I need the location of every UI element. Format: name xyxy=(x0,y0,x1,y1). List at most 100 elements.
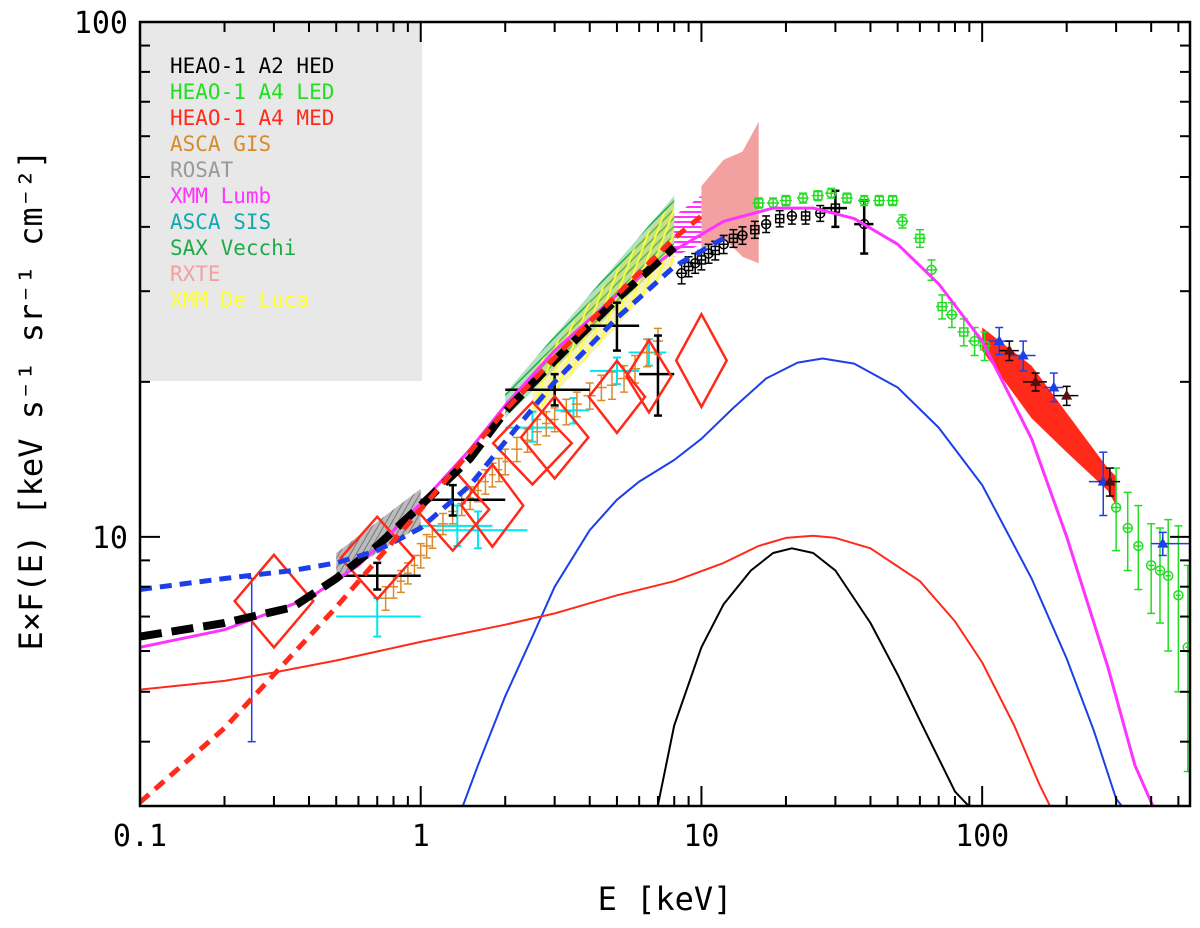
gold-asca-gis-point-16 xyxy=(501,448,510,476)
open-squares-green-3 xyxy=(842,193,852,203)
y-tick-label-1: 100 xyxy=(74,6,128,41)
open-circles-black-2 xyxy=(703,248,714,259)
x-tick-label-1: 1 xyxy=(412,819,430,854)
gold-asca-gis-point-21 xyxy=(550,407,559,433)
open-circles-green-6 xyxy=(946,309,958,320)
heao-1-a2-hed-points-point-9 xyxy=(750,220,759,240)
y-tick-label-0: 10 xyxy=(92,521,128,556)
series-black-component xyxy=(656,547,971,806)
open-squares-black-1 xyxy=(696,255,707,265)
open-circles-black-0 xyxy=(676,268,687,279)
open-squares-black-3 xyxy=(728,233,739,244)
gold-asca-gis-point-17 xyxy=(511,436,523,463)
gold-asca-gis-point-6 xyxy=(421,533,432,559)
black-crosses-point-0 xyxy=(336,561,421,591)
black-crosses-point-3 xyxy=(589,301,640,352)
open-circles-green-12 xyxy=(1154,565,1166,576)
open-squares-black-4 xyxy=(750,224,760,235)
open-squares-black-6 xyxy=(800,211,811,221)
band-rxte xyxy=(701,121,759,264)
blue-low-energy-bar-point-0 xyxy=(247,577,256,743)
red-diamond-7 xyxy=(624,337,673,415)
legend-entry-0: HEAO-1 A2 HED xyxy=(170,54,334,78)
legend-entry-5: XMM Lumb xyxy=(170,184,271,208)
open-circles-green-14 xyxy=(1173,590,1184,601)
plot-area xyxy=(140,121,1190,806)
y-axis-label: E×F(E) [keV s⁻¹ sr⁻¹ cm⁻²] xyxy=(12,150,50,651)
filled-triangles-dark-0 xyxy=(1003,344,1015,355)
heao-1-a2-hed-points-point-12 xyxy=(787,207,796,225)
open-circles-green-10 xyxy=(1133,540,1144,552)
x-axis-label: E [keV] xyxy=(598,880,733,918)
red-diamond-0 xyxy=(232,552,315,650)
heao-1-a4-led-green-point-19 xyxy=(1123,491,1132,572)
x-tick-label-0: 0.1 xyxy=(113,819,167,854)
plot-frame xyxy=(138,20,1192,808)
open-circles-green-5 xyxy=(926,264,937,276)
open-circles-green-13 xyxy=(1162,570,1174,582)
heao-1-a4-led-green-point-24 xyxy=(1174,525,1183,693)
filled-triangles-dark-3 xyxy=(1104,475,1116,486)
red-diamond-1 xyxy=(339,514,416,601)
open-circles-green-3 xyxy=(858,195,870,206)
legend-entry-7: SAX Vecchi xyxy=(170,236,296,260)
red-diamond-6 xyxy=(587,358,647,435)
band-xmm-lumb xyxy=(674,195,702,257)
heao-1-a4-led-green-point-23 xyxy=(1164,518,1173,652)
filled-triangles-blue-0 xyxy=(993,335,1005,346)
open-circles-green-9 xyxy=(1122,522,1133,534)
open-circles-black-5 xyxy=(760,218,772,230)
open-circles-green-2 xyxy=(825,187,837,199)
open-squares-black-5 xyxy=(774,213,785,224)
cyan-crosses-point-0 xyxy=(336,597,421,638)
filled-triangles-dark-2 xyxy=(1061,389,1073,400)
open-squares-green-7 xyxy=(937,301,947,312)
open-circles-black-6 xyxy=(786,210,798,222)
open-squares-green-5 xyxy=(887,195,898,206)
heao-1-a2-hed-points-point-8 xyxy=(738,226,747,246)
legend-entry-6: ASCA SIS xyxy=(170,210,271,234)
heao-1-a4-led-green-point-20 xyxy=(1134,504,1143,591)
series-blue-component xyxy=(461,357,1124,806)
heao-1-a2-hed-points-point-10 xyxy=(761,215,771,234)
gold-asca-gis-point-5 xyxy=(415,542,426,569)
open-squares-green-0 xyxy=(753,198,764,208)
filled-triangles-dark-1 xyxy=(1030,375,1042,386)
series-red-component xyxy=(140,534,1052,806)
heao-1-a2-hed-points-point-13 xyxy=(801,207,810,225)
open-circles-green-4 xyxy=(897,216,908,227)
legend-entry-4: ROSAT xyxy=(170,158,234,182)
filled-triangles-blue-1 xyxy=(1017,349,1029,360)
legend-entry-1: HEAO-1 A4 LED xyxy=(170,80,334,104)
heao-1-a2-hed-points-point-11 xyxy=(775,209,785,228)
open-squares-green-1 xyxy=(781,195,791,206)
series-blue-dashed xyxy=(140,236,725,592)
legend-entry-2: HEAO-1 A4 MED xyxy=(170,106,334,130)
open-squares-green-8 xyxy=(959,327,969,337)
black-crosses-point-1 xyxy=(420,483,506,517)
red-diamond-5 xyxy=(519,394,590,481)
filled-triangles-blue-2 xyxy=(1048,381,1060,392)
open-circles-green-8 xyxy=(1110,502,1122,513)
series-red-dashed xyxy=(140,214,703,805)
open-squares-green-2 xyxy=(813,190,823,201)
heao-1-a2-hed-points-point-7 xyxy=(728,228,739,249)
open-squares-green-9 xyxy=(979,341,990,351)
red-diamond-4 xyxy=(491,400,574,487)
open-squares-green-6 xyxy=(915,233,925,244)
x-tick-label-3: 100 xyxy=(955,819,1009,854)
gold-asca-gis-point-28 xyxy=(629,354,641,384)
gold-asca-gis-point-26 xyxy=(606,371,617,401)
open-squares-black-0 xyxy=(683,261,694,272)
x-tick-label-2: 10 xyxy=(683,819,719,854)
legend-entry-8: RXTE xyxy=(170,262,221,286)
red-diamond-8 xyxy=(674,311,729,410)
open-squares-black-2 xyxy=(710,245,721,256)
heao-1-a4-led-green-point-11 xyxy=(913,228,926,249)
open-squares-green-4 xyxy=(874,195,885,206)
gold-asca-gis-point-23 xyxy=(571,391,582,418)
open-squares-black-7 xyxy=(830,203,841,213)
open-circles-green-1 xyxy=(797,192,809,204)
legend-box xyxy=(141,23,422,381)
axes: 0.1 1 10 100 10 100 xyxy=(74,6,1192,854)
